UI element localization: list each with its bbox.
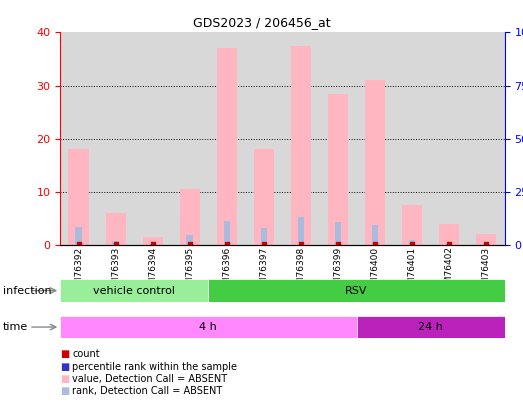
Bar [393,32,430,245]
Bar [282,32,320,245]
Bar [143,237,163,245]
Bar [75,227,82,245]
Text: infection: infection [3,286,51,296]
Bar [172,32,208,245]
Bar [476,234,496,245]
Text: 24 h: 24 h [418,322,443,332]
Bar [320,32,357,245]
Bar [439,224,459,245]
Bar [402,205,422,245]
Bar [134,32,172,245]
Text: ■: ■ [60,374,70,384]
Bar [298,217,304,245]
Bar [260,228,267,245]
Bar [69,149,89,245]
Bar [254,149,274,245]
Text: time: time [3,322,28,332]
Bar [291,46,311,245]
Bar [112,241,119,245]
Bar [150,244,156,245]
Text: RSV: RSV [345,286,368,296]
Text: value, Detection Call = ABSENT: value, Detection Call = ABSENT [72,374,228,384]
Text: ■: ■ [60,350,70,359]
Text: percentile rank within the sample: percentile rank within the sample [72,362,237,371]
Bar [97,32,134,245]
Bar [430,32,468,245]
Text: vehicle control: vehicle control [93,286,175,296]
Text: count: count [72,350,100,359]
Text: ■: ■ [60,362,70,371]
Bar [60,279,208,302]
Bar [179,189,200,245]
Bar [357,32,393,245]
Text: 4 h: 4 h [199,322,217,332]
Text: rank, Detection Call = ABSENT: rank, Detection Call = ABSENT [72,386,222,396]
Bar [446,244,452,245]
Bar [187,235,193,245]
Bar [208,279,505,302]
Bar [223,221,230,245]
Text: ■: ■ [60,386,70,396]
Bar [217,48,237,245]
Bar [328,94,348,245]
Bar [335,222,342,245]
Bar [208,32,245,245]
Text: GDS2023 / 206456_at: GDS2023 / 206456_at [192,16,331,29]
Bar [468,32,505,245]
Bar [483,244,490,245]
Bar [372,225,378,245]
Bar [409,240,415,245]
Bar [60,32,97,245]
Bar [245,32,282,245]
Bar [357,316,505,338]
Bar [60,316,357,338]
Bar [365,80,385,245]
Bar [106,213,126,245]
